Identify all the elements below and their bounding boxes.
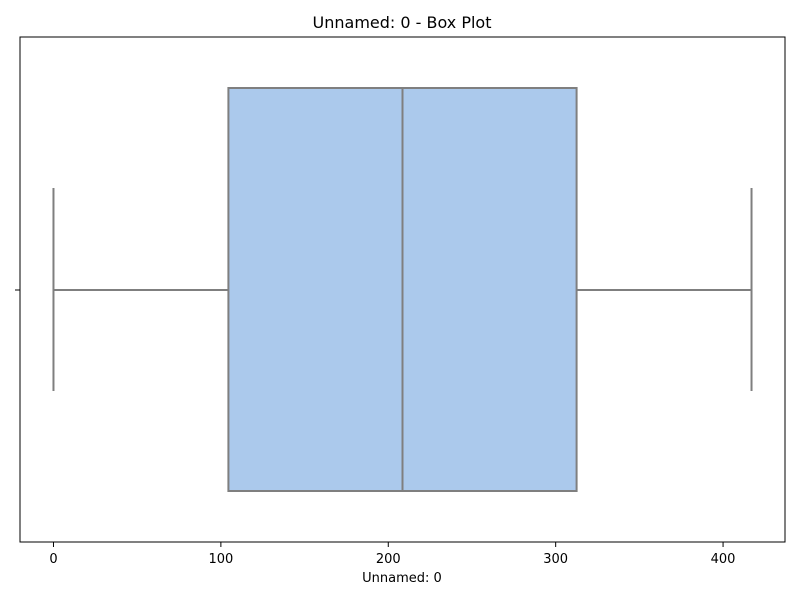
x-tick-label: 300 <box>543 552 568 567</box>
x-axis-label: Unnamed: 0 <box>362 571 442 586</box>
x-tick-label: 100 <box>208 552 233 567</box>
x-axis-ticks: 0 100 200 300 400 <box>49 542 735 567</box>
box-plot-layer <box>52 87 753 492</box>
chart-title: Unnamed: 0 - Box Plot <box>313 13 492 32</box>
x-tick-label: 0 <box>49 552 57 567</box>
x-tick-label: 200 <box>376 552 401 567</box>
x-tick-label: 400 <box>711 552 736 567</box>
